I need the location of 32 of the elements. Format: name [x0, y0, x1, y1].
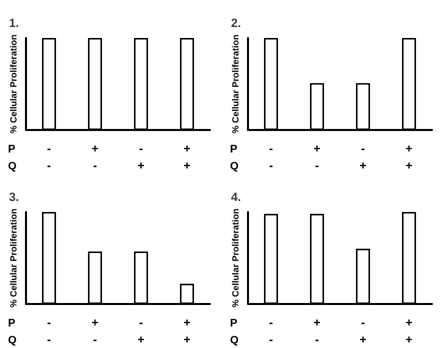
x-tick-label: - -	[47, 316, 51, 346]
text: P	[8, 144, 16, 156]
x-tick-label: + -	[91, 142, 99, 172]
y-axis-title: % Cellular Proliferation	[8, 34, 18, 134]
x-tick-label: - -	[269, 316, 273, 346]
text: P	[230, 144, 238, 156]
x-tick-label: - -	[47, 142, 51, 172]
x-tick-label: - +	[137, 316, 145, 346]
y-axis-title: % Cellular Proliferation	[8, 208, 18, 308]
y-axis-title: % Cellular Proliferation	[230, 208, 240, 308]
chart-title: 1.	[9, 16, 20, 30]
x-tick-label: + -	[91, 316, 99, 346]
text: Q	[8, 334, 17, 346]
x-tick-label: - +	[137, 142, 145, 172]
x-tick-label: + +	[183, 142, 191, 172]
text: Q	[230, 334, 239, 346]
text: Q	[8, 160, 17, 172]
x-tick-label: + +	[405, 316, 413, 346]
x-tick-label: - +	[359, 316, 367, 346]
text: P	[8, 318, 16, 330]
y-axis-title: % Cellular Proliferation	[230, 34, 240, 134]
x-tick-label: + +	[405, 142, 413, 172]
chart-title: 2.	[231, 16, 242, 30]
x-tick-label: + -	[313, 316, 321, 346]
text: Q	[230, 160, 239, 172]
text: P	[230, 318, 238, 330]
x-tick-label: + -	[313, 142, 321, 172]
x-tick-label: + +	[183, 316, 191, 346]
chart-title: 4.	[231, 190, 242, 204]
x-tick-label: - -	[269, 142, 273, 172]
x-tick-label: - +	[359, 142, 367, 172]
chart-title: 3.	[9, 190, 20, 204]
